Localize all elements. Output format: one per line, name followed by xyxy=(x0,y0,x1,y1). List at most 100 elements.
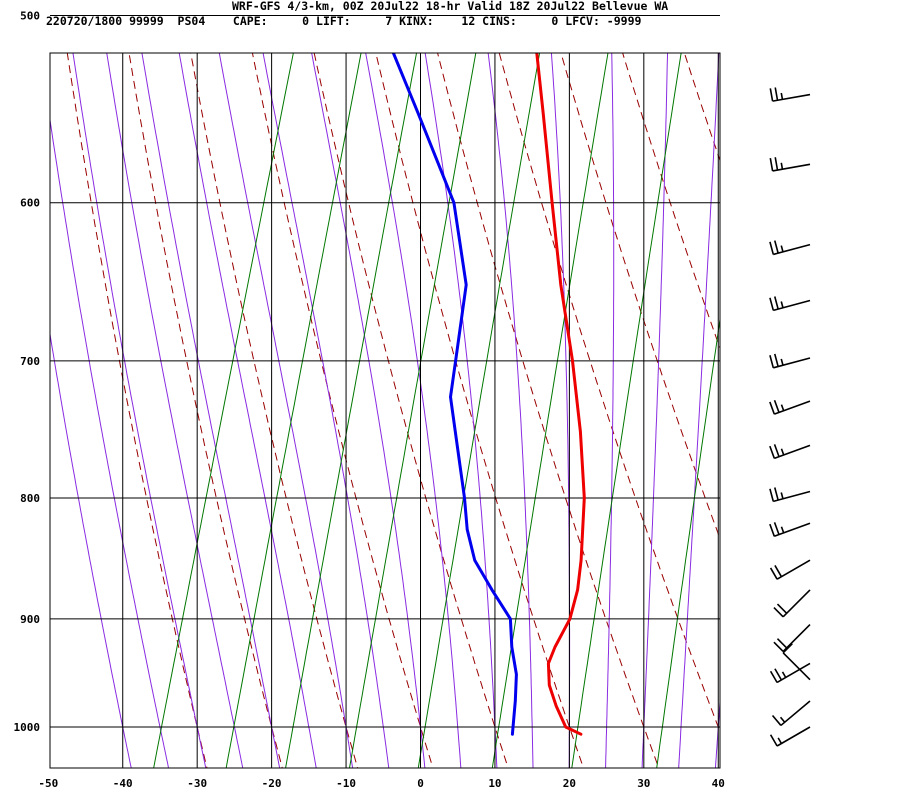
header-line-1: WRF-GFS 4/3-km, 00Z 20Jul22 18-hr Valid … xyxy=(232,0,669,13)
dry-adiabat xyxy=(251,53,434,768)
barb-half-flag xyxy=(780,358,784,366)
moist-adiabat xyxy=(50,331,132,768)
x-tick-label: -30 xyxy=(187,777,207,790)
barb-flag xyxy=(776,603,788,614)
dry-adiabat xyxy=(498,53,720,733)
barb-staff xyxy=(773,357,811,369)
wind-barbs xyxy=(769,87,811,747)
barb-staff xyxy=(772,163,811,172)
isobar-grid xyxy=(50,15,720,728)
moist-adiabat xyxy=(424,53,498,768)
isotherm-grid xyxy=(122,53,719,768)
moist-adiabat xyxy=(487,53,534,768)
wind-barb xyxy=(771,700,811,727)
barb-staff xyxy=(772,93,811,102)
wind-barb xyxy=(782,643,811,681)
barb-flag xyxy=(773,487,779,501)
wind-barb xyxy=(769,444,811,460)
barb-flag xyxy=(776,638,788,649)
wind-barb xyxy=(769,157,811,172)
barb-flag xyxy=(769,401,776,415)
dry-adiabat xyxy=(66,53,208,768)
barb-flag xyxy=(769,734,778,747)
wind-barb xyxy=(769,726,811,747)
mixing-ratio-line xyxy=(656,315,720,768)
barb-staff xyxy=(780,700,811,727)
wind-barb xyxy=(769,399,811,415)
barb-staff xyxy=(774,400,811,415)
dewpoint-profile xyxy=(391,53,518,736)
wind-barb xyxy=(769,240,811,256)
temperature-line xyxy=(535,53,586,736)
barb-flag xyxy=(774,157,779,171)
barb-staff xyxy=(782,589,811,618)
dewpoint-line xyxy=(391,53,518,736)
dry-adiabat xyxy=(677,0,900,800)
x-axis-ticks: -50 -40 -30 -20 -10 0 10 20 30 40 xyxy=(38,777,725,790)
moist-adiabat xyxy=(678,53,720,768)
mixing-ratio-lines xyxy=(153,53,720,768)
moist-adiabat xyxy=(641,53,669,768)
barb-flag xyxy=(769,567,778,580)
wind-barb xyxy=(769,87,811,102)
dry-adiabat xyxy=(843,0,900,800)
barb-staff xyxy=(776,662,811,684)
barb-staff xyxy=(782,623,811,652)
dry-adiabat xyxy=(190,53,359,768)
dry-adiabat xyxy=(733,0,900,800)
header-line-2: 220720/1800 99999 PS04 CAPE: 0 LIFT: 7 K… xyxy=(46,14,642,28)
x-tick-label: -40 xyxy=(113,777,133,790)
y-tick-label: 900 xyxy=(20,613,40,626)
moist-adiabat xyxy=(72,53,207,768)
wind-barb xyxy=(769,559,811,580)
x-tick-label: -10 xyxy=(336,777,356,790)
dry-adiabat xyxy=(128,53,283,768)
mixing-ratio-line xyxy=(491,53,609,768)
y-tick-label: 800 xyxy=(20,492,40,505)
moist-adiabat xyxy=(141,53,281,768)
y-tick-label: 500 xyxy=(20,10,40,23)
barb-staff xyxy=(782,652,811,681)
barb-flag xyxy=(773,641,784,652)
barb-flag xyxy=(769,445,776,459)
barb-flag xyxy=(774,565,783,578)
barb-staff xyxy=(776,559,811,580)
mixing-ratio-line xyxy=(417,53,541,768)
mixing-ratio-line xyxy=(348,53,477,768)
barb-flag xyxy=(771,714,782,726)
dry-adiabat xyxy=(560,53,720,540)
y-tick-label: 700 xyxy=(20,355,40,368)
dry-adiabat xyxy=(683,53,720,163)
moist-adiabat xyxy=(218,53,354,768)
barb-staff xyxy=(774,444,811,460)
barb-staff xyxy=(776,726,811,747)
moist-adiabat xyxy=(365,53,462,768)
x-tick-label: 40 xyxy=(712,777,725,790)
barb-half-flag xyxy=(777,737,783,744)
barb-half-flag xyxy=(780,492,784,499)
barb-flag xyxy=(773,522,780,535)
mixing-ratio-line xyxy=(285,53,418,768)
barb-flag xyxy=(773,296,779,310)
moist-adiabat xyxy=(262,53,390,768)
mixing-ratio-line xyxy=(153,53,294,768)
wind-barb xyxy=(769,522,811,538)
barb-flag xyxy=(773,240,779,254)
barb-staff xyxy=(773,299,811,312)
moist-adiabat xyxy=(785,0,894,800)
barb-flag xyxy=(773,399,780,413)
x-tick-label: -50 xyxy=(38,777,58,790)
barb-flag xyxy=(769,523,776,537)
x-tick-label: 0 xyxy=(417,777,424,790)
y-tick-label: 600 xyxy=(20,197,40,210)
barb-flag xyxy=(769,355,775,369)
wind-barb xyxy=(769,353,811,369)
barb-flag xyxy=(782,643,793,654)
wind-barb xyxy=(773,623,811,652)
barb-flag xyxy=(773,444,780,457)
temperature-profile xyxy=(535,53,586,736)
x-tick-label: 30 xyxy=(637,777,650,790)
barb-flag xyxy=(769,241,775,255)
